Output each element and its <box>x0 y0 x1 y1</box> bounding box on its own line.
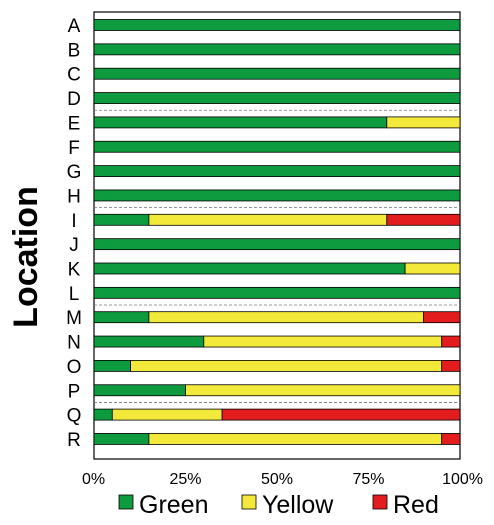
bar-yellow-n <box>203 335 443 348</box>
bar-red-n <box>441 335 461 348</box>
bar-green-o <box>93 359 131 372</box>
bar-green-b <box>93 43 461 56</box>
x-tick-label: 25% <box>169 471 201 488</box>
y-axis-label: Location <box>7 186 45 328</box>
legend-label-green: Green <box>139 491 208 519</box>
bar-green-e <box>93 116 388 129</box>
category-label: F <box>68 138 80 159</box>
separator-lines <box>94 109 460 403</box>
bar-green-i <box>93 213 150 226</box>
category-label: G <box>67 162 82 183</box>
bar-red-q <box>221 408 461 421</box>
bar-green-f <box>93 140 461 153</box>
category-label: C <box>67 65 81 86</box>
bar-green-j <box>93 238 461 251</box>
category-label: B <box>68 40 81 61</box>
category-label: Q <box>67 406 82 427</box>
legend-swatch-yellow <box>241 494 257 510</box>
category-label: D <box>67 89 81 110</box>
x-tick-label: 75% <box>352 471 384 488</box>
category-label: J <box>69 235 79 256</box>
bar-red-r <box>441 433 461 445</box>
bar-green-g <box>93 165 461 178</box>
legend-label-red: Red <box>393 491 439 519</box>
bar-green-k <box>93 262 406 275</box>
legend-label-yellow: Yellow <box>262 491 334 519</box>
bar-green-m <box>93 311 150 324</box>
bar-green-l <box>93 286 461 299</box>
bar-green-c <box>93 67 461 80</box>
legend: Green Yellow Red <box>118 491 439 519</box>
bars <box>93 19 461 445</box>
bar-green-q <box>93 408 113 421</box>
bar-yellow-e <box>386 116 461 129</box>
bar-red-o <box>441 359 461 372</box>
category-label: L <box>69 284 80 305</box>
bar-yellow-q <box>111 408 223 421</box>
bar-green-p <box>93 384 186 397</box>
x-tick-label: 100% <box>442 471 483 488</box>
bar-yellow-i <box>148 213 388 226</box>
x-axis-ticks: 0% 25% 50% 75% 100% <box>82 471 483 488</box>
category-label: I <box>71 211 76 232</box>
category-label: R <box>67 430 81 451</box>
bar-yellow-k <box>404 262 461 275</box>
bar-green-d <box>93 92 461 104</box>
legend-swatch-red <box>372 494 388 510</box>
bar-green-r <box>93 433 150 445</box>
bar-red-i <box>386 213 461 226</box>
x-tick-label: 0% <box>82 471 105 488</box>
bar-yellow-r <box>148 433 443 445</box>
category-label: P <box>68 381 81 402</box>
bar-green-a <box>93 19 461 31</box>
bar-red-m <box>422 311 461 324</box>
bar-yellow-o <box>130 359 443 372</box>
category-label: M <box>66 308 82 329</box>
x-tick-label: 50% <box>261 471 293 488</box>
bar-green-n <box>93 335 205 348</box>
legend-swatch-green <box>118 494 134 510</box>
category-label: H <box>67 186 81 207</box>
category-label: A <box>68 16 81 37</box>
bar-yellow-p <box>185 384 461 397</box>
bar-green-h <box>93 189 461 202</box>
category-label: O <box>67 357 82 378</box>
bar-yellow-m <box>148 311 424 324</box>
category-label: N <box>67 333 81 354</box>
category-label: E <box>68 113 81 134</box>
category-label: K <box>68 260 81 281</box>
